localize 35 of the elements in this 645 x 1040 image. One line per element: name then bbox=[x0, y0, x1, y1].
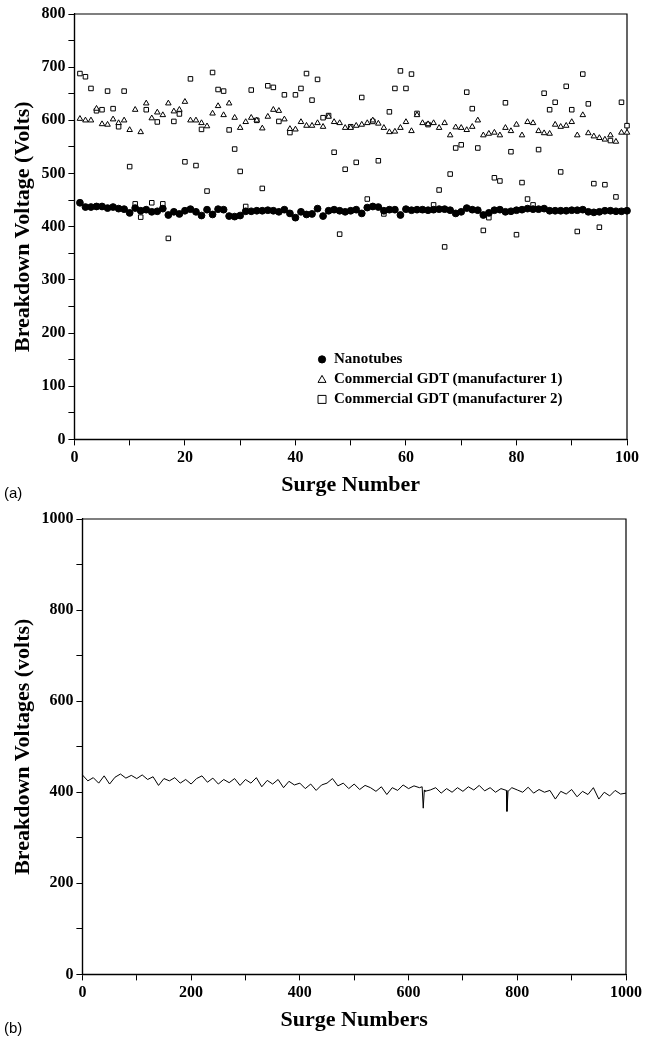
text: (a) bbox=[4, 483, 23, 501]
y-tick-label: 0 bbox=[57, 429, 66, 447]
x-tick-label: 0 bbox=[78, 983, 87, 1001]
y-axis-title: Breakdown Voltage (Volts) bbox=[8, 101, 34, 352]
y-tick-label: 200 bbox=[49, 873, 74, 891]
x-axis-title: Surge Numbers bbox=[280, 1006, 429, 1032]
y-tick-label: 300 bbox=[41, 270, 66, 288]
y-axis-title: Breakdown Voltages (volts) bbox=[8, 618, 34, 875]
x-tick-label: 100 bbox=[615, 448, 639, 466]
y-tick-label: 400 bbox=[41, 216, 66, 234]
y-tick-label: 0 bbox=[65, 964, 74, 982]
legend-label: Nanotubes bbox=[334, 350, 403, 367]
x-axis-title: Surge Number bbox=[281, 471, 421, 497]
y-tick-label: 800 bbox=[41, 4, 66, 22]
x-tick-label: 600 bbox=[396, 983, 421, 1001]
legend-label: Commercial GDT (manufacturer 1) bbox=[334, 370, 563, 388]
y-tick-label: 200 bbox=[41, 323, 66, 341]
text: (b) bbox=[4, 1018, 23, 1036]
y-tick-label: 700 bbox=[41, 57, 66, 75]
x-tick-label: 400 bbox=[287, 983, 312, 1001]
x-tick-label: 20 bbox=[176, 448, 193, 466]
x-tick-label: 200 bbox=[179, 983, 204, 1001]
legend-label: Commercial GDT (manufacturer 2) bbox=[334, 390, 563, 408]
y-tick-label: 100 bbox=[41, 376, 66, 394]
x-tick-label: 800 bbox=[505, 983, 530, 1001]
x-tick-label: 1000 bbox=[610, 983, 642, 1001]
y-tick-label: 500 bbox=[41, 163, 66, 181]
x-tick-label: 60 bbox=[397, 448, 414, 466]
y-tick-label: 400 bbox=[49, 782, 74, 800]
x-tick-label: 80 bbox=[508, 448, 525, 466]
y-tick-label: 600 bbox=[49, 691, 74, 709]
x-tick-label: 40 bbox=[287, 448, 304, 466]
y-tick-label: 600 bbox=[41, 110, 66, 128]
y-tick-label: 800 bbox=[49, 600, 74, 618]
y-tick-label: 1000 bbox=[41, 509, 74, 527]
